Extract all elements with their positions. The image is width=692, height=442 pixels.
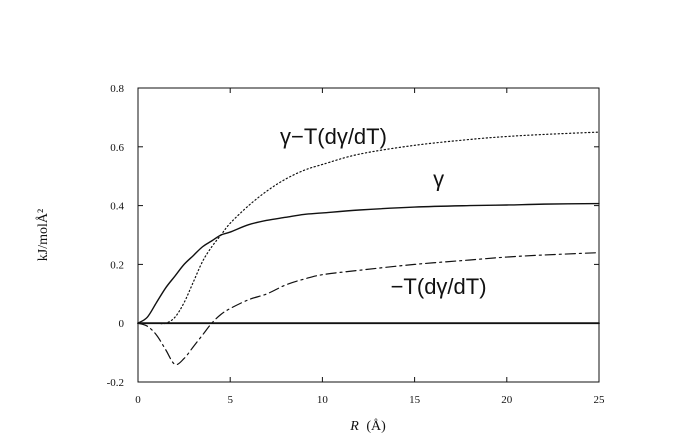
- y-tick-label: 0: [119, 318, 125, 330]
- y-tick-label: 0.2: [110, 259, 124, 271]
- x-axis-label: R (Å): [349, 418, 386, 434]
- series-line-1: [137, 131, 600, 325]
- series-line-0: [137, 202, 600, 324]
- annotation-0: γ−T(dγ/dT): [280, 124, 387, 149]
- y-tick-label: 0.6: [110, 142, 124, 154]
- x-tick-label: 10: [317, 394, 329, 406]
- x-tick-label: 0: [135, 394, 141, 406]
- x-tick-label: 20: [501, 394, 513, 406]
- annotation-1: γ: [433, 166, 444, 191]
- x-tick-label: 15: [409, 394, 421, 406]
- x-tick-label: 25: [594, 394, 606, 406]
- annotation-2: −T(dγ/dT): [391, 274, 487, 299]
- series-line-2: [137, 252, 600, 366]
- y-tick-label: -0.2: [107, 377, 124, 389]
- tick-layer: 0 5 10 15 20 25 -0.2 0 0.2 0.4 0.6 0.8: [107, 83, 605, 406]
- plot-area: [137, 87, 600, 383]
- annotation-layer: γ−T(dγ/dT)γ−T(dγ/dT): [280, 124, 487, 299]
- x-axis-label-unit: (Å): [366, 418, 386, 434]
- y-axis-label: kJ/molÅ²: [35, 209, 51, 261]
- x-tick-label: 5: [227, 394, 233, 406]
- y-tick-label: 0.8: [110, 83, 124, 95]
- x-axis-label-variable: R: [349, 419, 359, 434]
- series-layer: [137, 131, 600, 366]
- plot-frame: [137, 87, 600, 383]
- y-tick-label: 0.4: [110, 201, 124, 213]
